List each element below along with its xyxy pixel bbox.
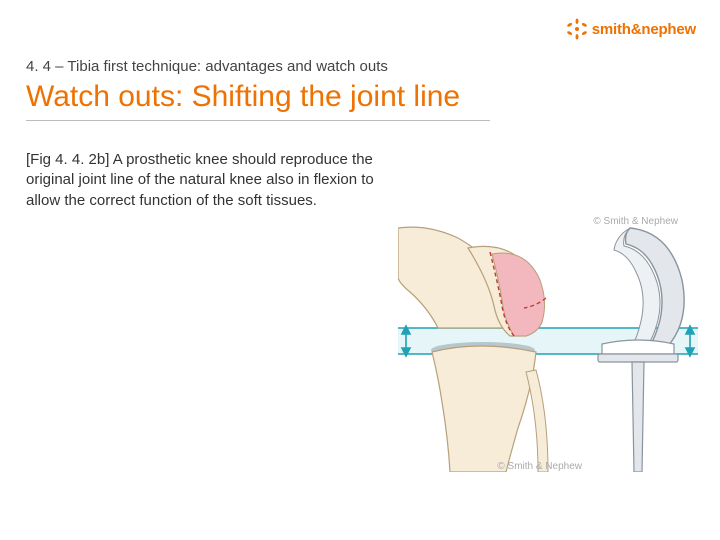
- knee-joint-figure: [398, 188, 698, 472]
- page-title: Watch outs: Shifting the joint line: [26, 80, 460, 114]
- title-rule: [26, 120, 490, 121]
- slide: smith&nephew 4. 4 – Tibia first techniqu…: [0, 0, 720, 540]
- tibial-implant: [598, 340, 678, 472]
- natural-tibia: [431, 342, 548, 472]
- breadcrumb: 4. 4 – Tibia first technique: advantages…: [26, 58, 388, 75]
- natural-femur-flexed: [398, 227, 546, 338]
- brand-logo: smith&nephew: [566, 18, 696, 40]
- brand-asterisk-icon: [566, 18, 588, 40]
- figure-area: © Smith & Nephew: [398, 178, 698, 472]
- figure-copyright-2: © Smith & Nephew: [497, 461, 582, 472]
- body-text: [Fig 4. 4. 2b] A prosthetic knee should …: [26, 150, 376, 211]
- brand-wordmark: smith&nephew: [592, 21, 696, 38]
